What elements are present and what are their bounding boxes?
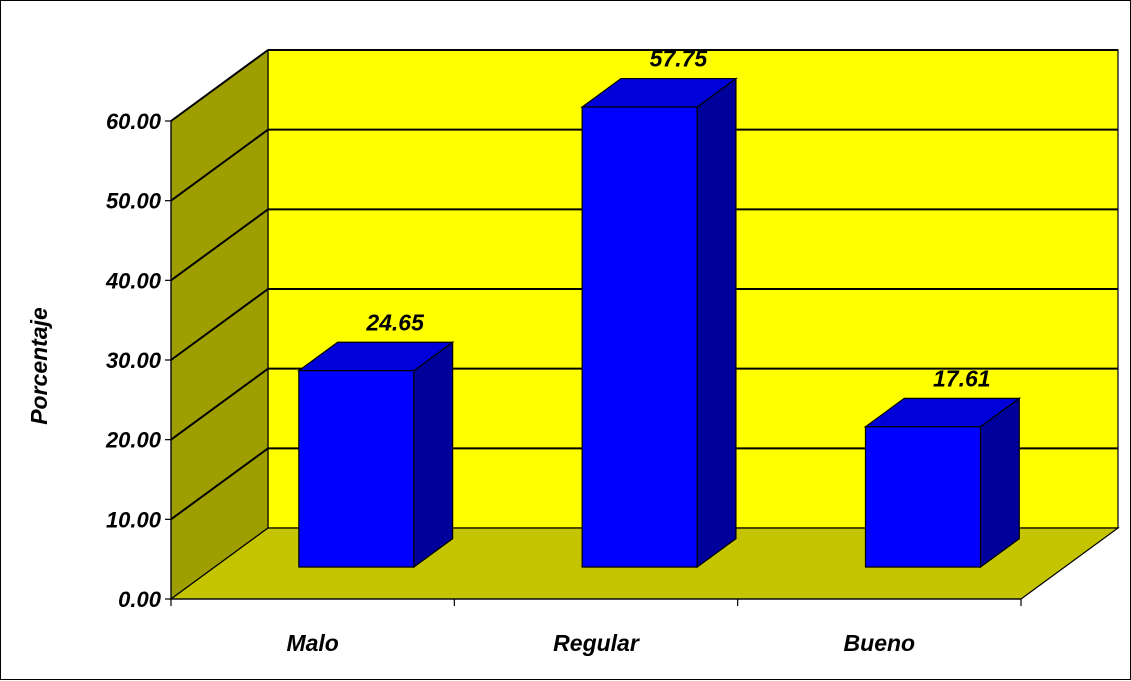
bar-side	[696, 77, 737, 569]
y-tick-label: 10.00	[106, 507, 162, 532]
y-tick-label: 40.00	[105, 268, 162, 293]
gridline-side	[170, 49, 269, 122]
data-label: 17.61	[933, 365, 991, 391]
bar-bueno	[863, 397, 1022, 569]
labels: 0.00 10.00 20.00 30.00 40.00 50.00 60.00 24.65 M…	[26, 46, 991, 656]
bar-front	[864, 426, 982, 568]
bar-side	[979, 397, 1020, 569]
axes	[165, 120, 1022, 606]
gridline-side	[170, 288, 269, 361]
data-label: 24.65	[365, 309, 425, 335]
gridline-side	[170, 367, 269, 441]
x-category-label: Regular	[553, 630, 640, 656]
y-tick-label: 20.00	[105, 428, 162, 453]
data-label: 57.75	[650, 46, 709, 72]
gridline-side	[170, 208, 269, 282]
bar-malo	[296, 341, 455, 569]
bar-front	[581, 106, 698, 568]
x-category-label: Bueno	[844, 630, 916, 656]
y-tick-label: 0.00	[118, 587, 162, 612]
bar-side	[413, 341, 454, 569]
y-axis-title: Porcentaje	[26, 307, 52, 425]
y-tick-label: 30.00	[106, 348, 162, 373]
bar-regular	[580, 77, 738, 569]
gridline-side	[170, 447, 269, 521]
bars	[296, 77, 1022, 569]
bar-front	[298, 370, 415, 568]
y-tick-label: 60.00	[106, 109, 162, 134]
x-category-label: Malo	[286, 630, 338, 656]
y-tick-label: 50.00	[106, 189, 162, 214]
gridline-side	[170, 128, 269, 202]
